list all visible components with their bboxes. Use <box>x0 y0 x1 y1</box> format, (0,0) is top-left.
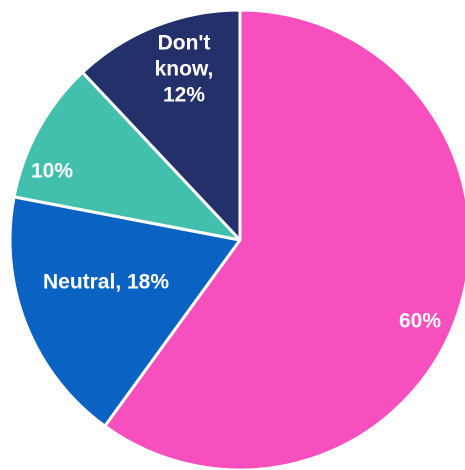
pie-slice-label-1: Neutral, 18% <box>43 271 169 294</box>
pie-slice-label-3: Don't know, 12% <box>155 32 214 107</box>
pie-slice-2 <box>12 70 242 242</box>
pie-slice-label-2: 10% <box>31 160 73 183</box>
pie-slice-1 <box>8 195 242 428</box>
pie-slice-label-line: know, <box>155 58 214 81</box>
pie-slice-label-0: 60% <box>399 310 441 333</box>
pie-slice-label-line: 10% <box>31 160 73 183</box>
pie-labels: 60% Neutral, 18% 10% Don't know, 12% <box>31 32 441 333</box>
pie-slice-label-line: Don't <box>158 32 211 55</box>
pie-slice-label-line: 12% <box>163 84 205 107</box>
pie-slice-label-line: 60% <box>399 310 441 333</box>
pie-slice-0 <box>103 8 465 470</box>
pie-slices <box>8 8 465 470</box>
pie-slice-3 <box>81 8 242 242</box>
pie-slice-label-line: Neutral, 18% <box>43 271 169 294</box>
